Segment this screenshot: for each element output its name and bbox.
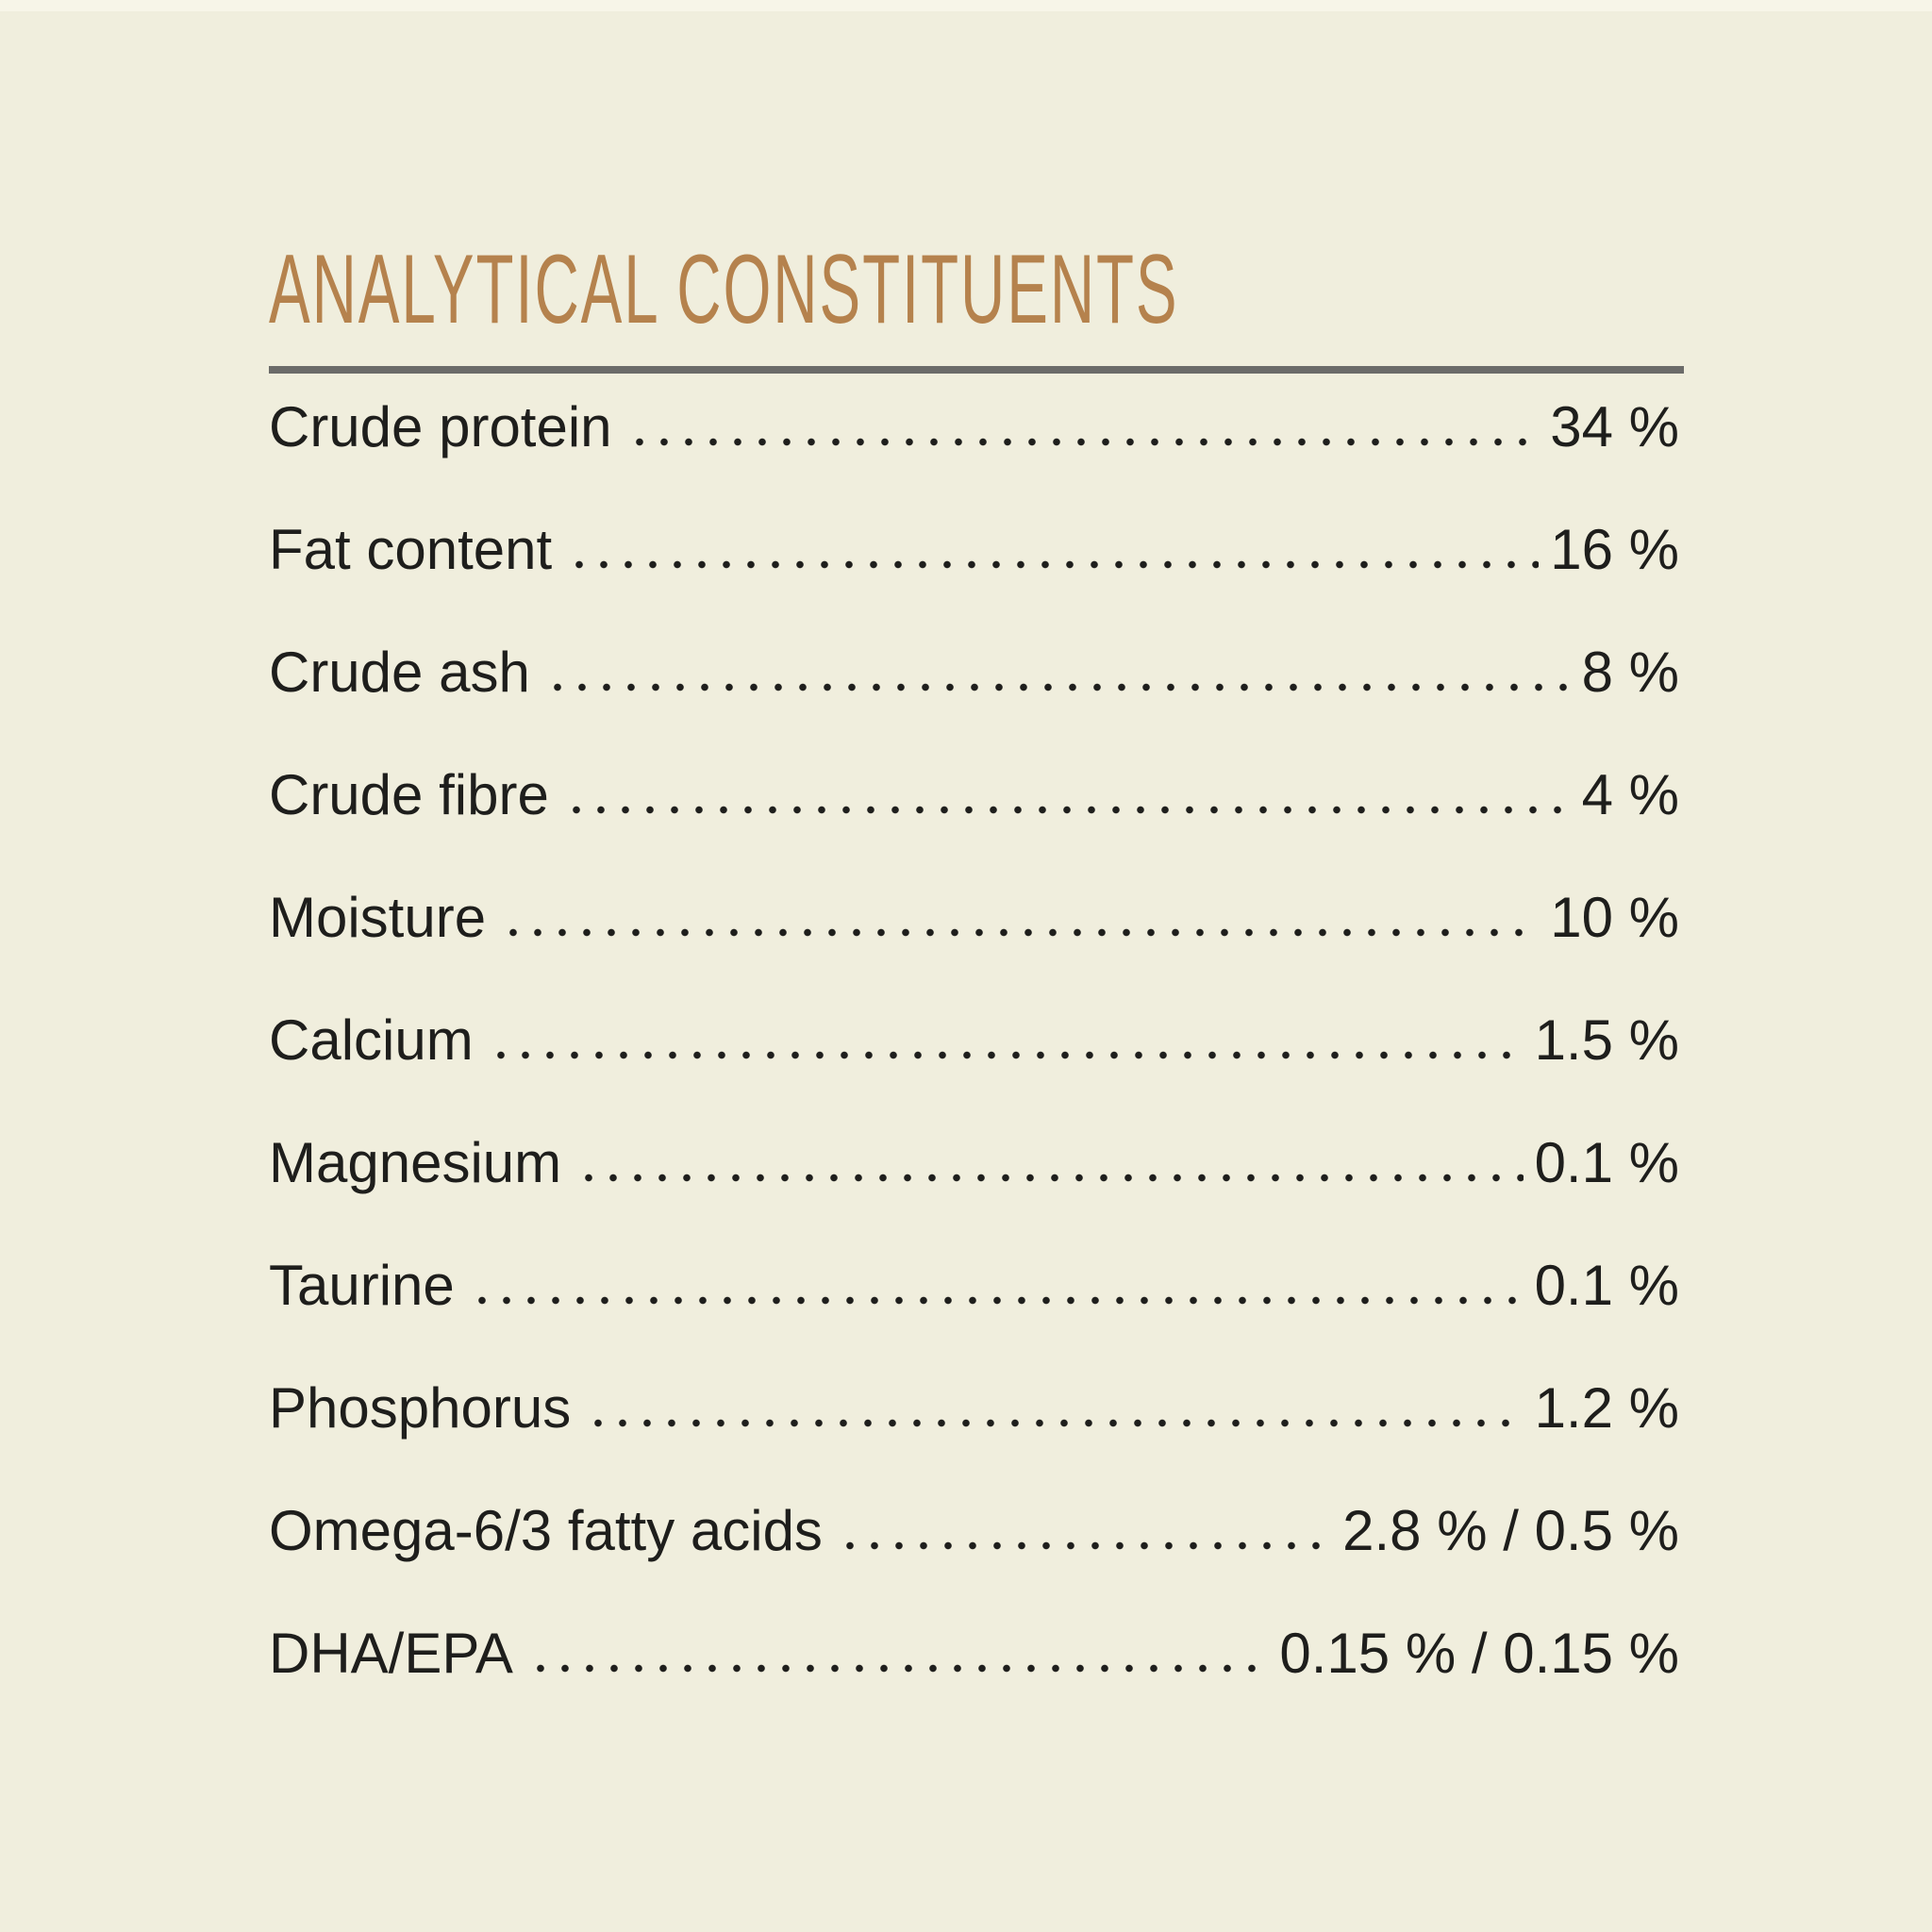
- table-row: DHA/EPA 0.15 % / 0.15 %: [269, 1592, 1679, 1715]
- dot-leader: [582, 1419, 1524, 1427]
- dot-leader: [623, 438, 1540, 446]
- nutrient-value: 1.2 %: [1534, 1376, 1679, 1440]
- table-row: Crude fibre 4 %: [269, 734, 1679, 857]
- nutrient-label: Phosphorus: [269, 1376, 572, 1440]
- nutrient-value: 1.5 %: [1534, 1008, 1679, 1072]
- nutrient-label: Crude fibre: [269, 763, 549, 826]
- table-row: Crude protein 34 %: [269, 366, 1679, 489]
- nutrient-label: Moisture: [269, 886, 487, 949]
- table-row: Magnesium 0.1 %: [269, 1102, 1679, 1224]
- nutrient-value: 4 %: [1581, 763, 1679, 826]
- nutrient-value: 34 %: [1550, 395, 1679, 458]
- nutrient-label: Magnesium: [269, 1131, 562, 1194]
- nutrient-value: 2.8 % / 0.5 %: [1342, 1499, 1679, 1562]
- dot-leader: [541, 683, 1571, 691]
- dot-leader: [573, 1174, 1524, 1182]
- dot-leader: [833, 1541, 1332, 1550]
- table-row: Taurine 0.1 %: [269, 1224, 1679, 1347]
- constituents-table: Crude protein 34 % Fat content 16 % Crud…: [269, 366, 1679, 1715]
- section-title: ANALYTICAL CONSTITUENTS: [269, 235, 1179, 344]
- dot-leader: [524, 1664, 1269, 1673]
- nutrient-label: Crude ash: [269, 641, 530, 704]
- table-row: Omega-6/3 fatty acids 2.8 % / 0.5 %: [269, 1470, 1679, 1592]
- divider-rule: [269, 366, 1684, 374]
- nutrient-value: 16 %: [1550, 518, 1679, 581]
- nutrient-label: Crude protein: [269, 395, 612, 458]
- table-row: Phosphorus 1.2 %: [269, 1347, 1679, 1470]
- dot-leader: [559, 806, 1571, 814]
- table-row: Fat content 16 %: [269, 489, 1679, 611]
- nutrient-label: DHA/EPA: [269, 1622, 513, 1685]
- table-row: Calcium 1.5 %: [269, 979, 1679, 1102]
- nutrient-label: Fat content: [269, 518, 553, 581]
- dot-leader: [563, 560, 1540, 569]
- nutrient-value: 0.1 %: [1534, 1131, 1679, 1194]
- nutrient-value: 8 %: [1581, 641, 1679, 704]
- top-edge-highlight: [0, 0, 1932, 11]
- dot-leader: [497, 928, 1540, 937]
- dot-leader: [465, 1296, 1524, 1305]
- nutrient-value: 10 %: [1550, 886, 1679, 949]
- table-row: Crude ash 8 %: [269, 611, 1679, 734]
- nutrient-value: 0.1 %: [1534, 1254, 1679, 1317]
- nutrient-label: Taurine: [269, 1254, 455, 1317]
- dot-leader: [484, 1051, 1524, 1059]
- nutrient-label: Calcium: [269, 1008, 474, 1072]
- nutrient-value: 0.15 % / 0.15 %: [1279, 1622, 1679, 1685]
- nutrient-label: Omega-6/3 fatty acids: [269, 1499, 823, 1562]
- table-row: Moisture 10 %: [269, 857, 1679, 979]
